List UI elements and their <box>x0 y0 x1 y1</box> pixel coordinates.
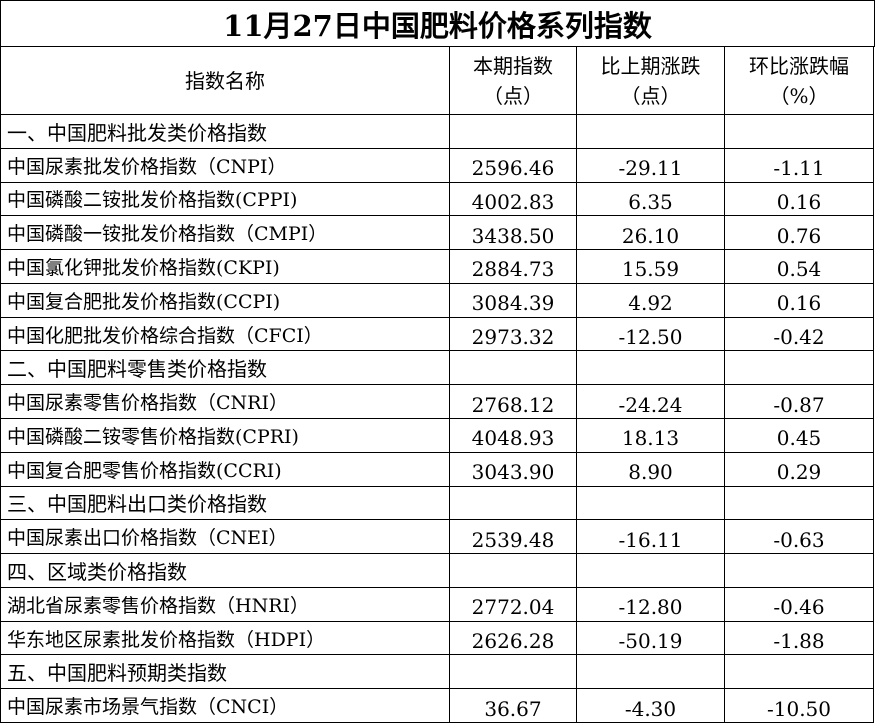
empty-cell <box>577 351 725 386</box>
title: 11月27日中国肥料价格系列指数 <box>0 0 875 47</box>
header-text: 指数名称 <box>185 68 265 93</box>
index-value: 2973.32 <box>450 317 577 352</box>
header-text: 本期指数 <box>473 53 553 78</box>
header-text: 比上期涨跌 <box>600 53 701 78</box>
index-value: 0.29 <box>725 452 874 487</box>
index-value: 18.13 <box>577 419 725 453</box>
index-value: 4.92 <box>577 283 725 318</box>
index-value: 2626.28 <box>450 621 577 656</box>
index-value: 2596.46 <box>450 148 577 183</box>
index-value: 3084.39 <box>450 283 577 318</box>
index-name: 湖北省尿素零售价格指数（HNRI） <box>0 587 450 622</box>
empty-cell <box>577 486 725 521</box>
index-value: -16.11 <box>577 520 725 555</box>
empty-cell <box>725 351 874 386</box>
empty-cell <box>450 351 577 386</box>
index-value: -4.30 <box>577 689 725 723</box>
index-value: 2884.73 <box>450 250 577 284</box>
index-value: 26.10 <box>577 216 725 251</box>
header-text: 环比涨跌幅 <box>749 53 849 78</box>
header-text: （%） <box>769 83 829 108</box>
index-name: 华东地区尿素批发价格指数（HDPI） <box>0 621 450 656</box>
index-value: 8.90 <box>577 452 725 487</box>
index-value: 0.76 <box>725 216 874 251</box>
index-value: 2539.48 <box>450 520 577 555</box>
index-value: 4002.83 <box>450 182 577 217</box>
index-value: 6.35 <box>577 182 725 217</box>
index-value: -1.88 <box>725 621 874 656</box>
header-cell: 指数名称 <box>0 47 450 115</box>
index-value: -12.50 <box>577 317 725 352</box>
index-name: 中国磷酸一铵批发价格指数（CMPI） <box>0 216 450 251</box>
header-cell: 环比涨跌幅 （%） <box>725 47 874 115</box>
index-name: 中国复合肥零售价格指数(CCRI) <box>0 452 450 487</box>
index-value: 3438.50 <box>450 216 577 251</box>
header-cell: 比上期涨跌 （点） <box>577 47 725 115</box>
index-value: 36.67 <box>450 689 577 723</box>
section-label: 二、中国肥料零售类价格指数 <box>0 351 450 386</box>
index-value: -0.63 <box>725 520 874 555</box>
index-value: 0.45 <box>725 419 874 453</box>
index-value: 15.59 <box>577 250 725 284</box>
section-label: 一、中国肥料批发类价格指数 <box>0 115 450 149</box>
empty-cell <box>450 554 577 588</box>
index-value: 3043.90 <box>450 452 577 487</box>
empty-cell <box>725 554 874 588</box>
index-value: -0.42 <box>725 317 874 352</box>
empty-cell <box>450 115 577 149</box>
index-value: 2768.12 <box>450 385 577 419</box>
header-text: （点） <box>483 83 543 108</box>
section-label: 五、中国肥料预期类指数 <box>0 655 450 690</box>
index-name: 中国尿素零售价格指数（CNRI） <box>0 385 450 419</box>
empty-cell <box>577 115 725 149</box>
index-name: 中国尿素批发价格指数（CNPI） <box>0 148 450 183</box>
index-name: 中国磷酸二铵批发价格指数(CPPI) <box>0 182 450 217</box>
header-cell: 本期指数 （点） <box>450 47 577 115</box>
index-name: 中国磷酸二铵零售价格指数(CPRI) <box>0 419 450 453</box>
empty-cell <box>450 486 577 521</box>
empty-cell <box>450 655 577 690</box>
index-name: 中国尿素市场景气指数（CNCI） <box>0 689 450 723</box>
header-text: （点） <box>620 83 681 108</box>
index-value: -24.24 <box>577 385 725 419</box>
index-value: -12.80 <box>577 587 725 622</box>
section-label: 四、区域类价格指数 <box>0 554 450 588</box>
index-value: -10.50 <box>725 689 874 723</box>
index-value: 0.54 <box>725 250 874 284</box>
index-value: -1.11 <box>725 148 874 183</box>
empty-cell <box>577 554 725 588</box>
index-name: 中国尿素出口价格指数（CNEI） <box>0 520 450 555</box>
index-value: 2772.04 <box>450 587 577 622</box>
index-name: 中国氯化钾批发价格指数(CKPI) <box>0 250 450 284</box>
index-value: 4048.93 <box>450 419 577 453</box>
empty-cell <box>577 655 725 690</box>
empty-cell <box>725 655 874 690</box>
section-label: 三、中国肥料出口类价格指数 <box>0 486 450 521</box>
index-value: -0.46 <box>725 587 874 622</box>
empty-cell <box>725 115 874 149</box>
empty-cell <box>725 486 874 521</box>
index-value: 0.16 <box>725 182 874 217</box>
index-value: 0.16 <box>725 283 874 318</box>
index-name: 中国化肥批发价格综合指数（CFCI） <box>0 317 450 352</box>
index-value: -29.11 <box>577 148 725 183</box>
index-value: -50.19 <box>577 621 725 656</box>
index-name: 中国复合肥批发价格指数(CCPI) <box>0 283 450 318</box>
index-value: -0.87 <box>725 385 874 419</box>
